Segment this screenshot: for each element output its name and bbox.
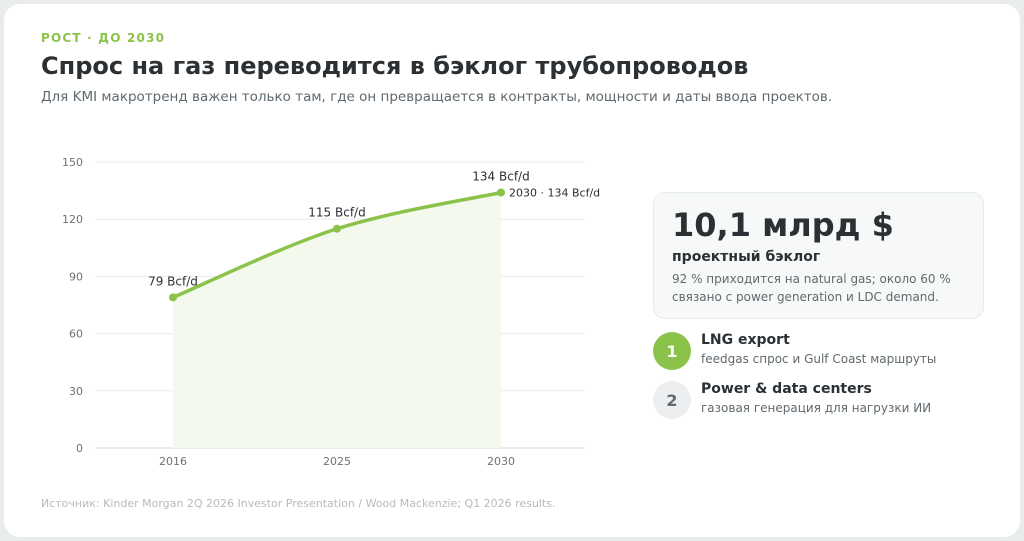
list-item-title: LNG export [701, 332, 790, 348]
eyebrow: РОСТ · ДО 2030 [41, 31, 166, 45]
list-item-description: газовая генерация для нагрузки ИИ [701, 401, 932, 415]
stat-value: 10,1 млрд $ [672, 206, 894, 244]
y-tick-label: 0 [76, 442, 83, 455]
list-item-power: 2 Power & data centers газовая генерация… [653, 381, 993, 421]
end-label: 2030 · 134 Bcf/d [509, 187, 600, 200]
stat-label: проектный бэклог [672, 249, 821, 265]
stat-description: 92 % приходится на natural gas; около 60… [672, 272, 951, 304]
y-tick-label: 30 [69, 385, 83, 398]
list-item-title: Power & data centers [701, 381, 872, 397]
data-point [169, 293, 177, 302]
data-point [497, 188, 505, 197]
source-note: Источник: Kinder Morgan 2Q 2026 Investor… [41, 497, 556, 510]
line-chart: 0 30 60 90 120 150 2016 2025 2030 79 Bcf/d 115 Bcf… [40, 144, 640, 484]
list-item-lng: 1 LNG export feedgas спрос и Gulf Coast … [653, 332, 993, 372]
slide: РОСТ · ДО 2030 Спрос на газ переводится … [4, 4, 1020, 537]
y-tick-label: 60 [69, 328, 83, 341]
page-subtitle: Для KMI макротренд важен только там, где… [41, 89, 833, 105]
x-tick-label: 2025 [323, 455, 351, 468]
page-title: Спрос на газ переводится в бэклог трубоп… [41, 52, 749, 80]
data-label: 115 Bcf/d [308, 206, 365, 220]
number-badge: 2 [653, 381, 691, 419]
data-point [333, 224, 341, 233]
y-tick-label: 90 [69, 270, 83, 283]
data-label: 79 Bcf/d [148, 274, 198, 288]
number-badge: 1 [653, 332, 691, 370]
y-tick-label: 120 [62, 213, 83, 226]
x-tick-label: 2016 [159, 455, 187, 468]
y-tick-label: 150 [62, 156, 83, 169]
area-fill [173, 192, 501, 448]
stat-card: 10,1 млрд $ проектный бэклог 92 % приход… [653, 192, 984, 319]
list-item-description: feedgas спрос и Gulf Coast маршруты [701, 352, 937, 366]
x-tick-label: 2030 [487, 455, 515, 468]
chart-svg: 0 30 60 90 120 150 2016 2025 2030 79 Bcf/d 115 Bcf… [62, 156, 600, 468]
data-label: 134 Bcf/d [472, 170, 529, 184]
